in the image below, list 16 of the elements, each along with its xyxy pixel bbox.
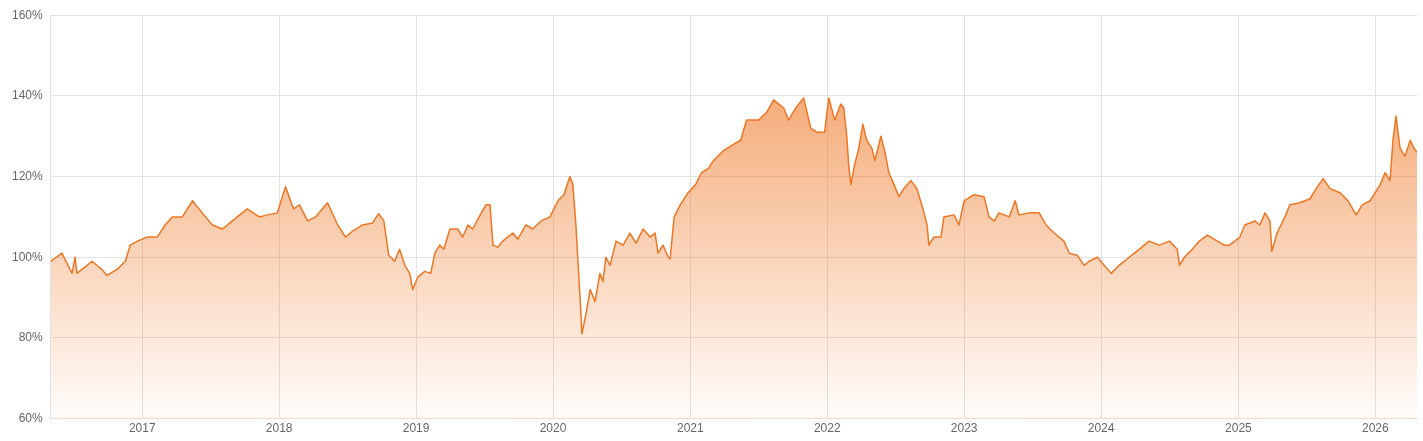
x-tick-label: 2020 (539, 421, 567, 436)
x-tick-label: 2023 (950, 421, 978, 436)
y-tick-label: 140% (11, 88, 44, 103)
x-tick-label: 2021 (676, 421, 704, 436)
x-tick-label: 2024 (1087, 421, 1115, 436)
y-tick-label: 80% (18, 330, 44, 345)
x-tick-label: 2026 (1362, 421, 1390, 436)
y-tick-label: 120% (11, 168, 44, 183)
x-tick-label: 2018 (265, 421, 293, 436)
y-tick-label: 100% (11, 249, 44, 264)
x-tick-label: 2017 (128, 421, 156, 436)
x-tick-label: 2022 (813, 421, 841, 436)
y-tick-label: 160% (11, 7, 44, 22)
x-tick-label: 2019 (402, 421, 430, 436)
y-tick-label: 60% (18, 410, 44, 425)
x-tick-label: 2025 (1225, 421, 1253, 436)
